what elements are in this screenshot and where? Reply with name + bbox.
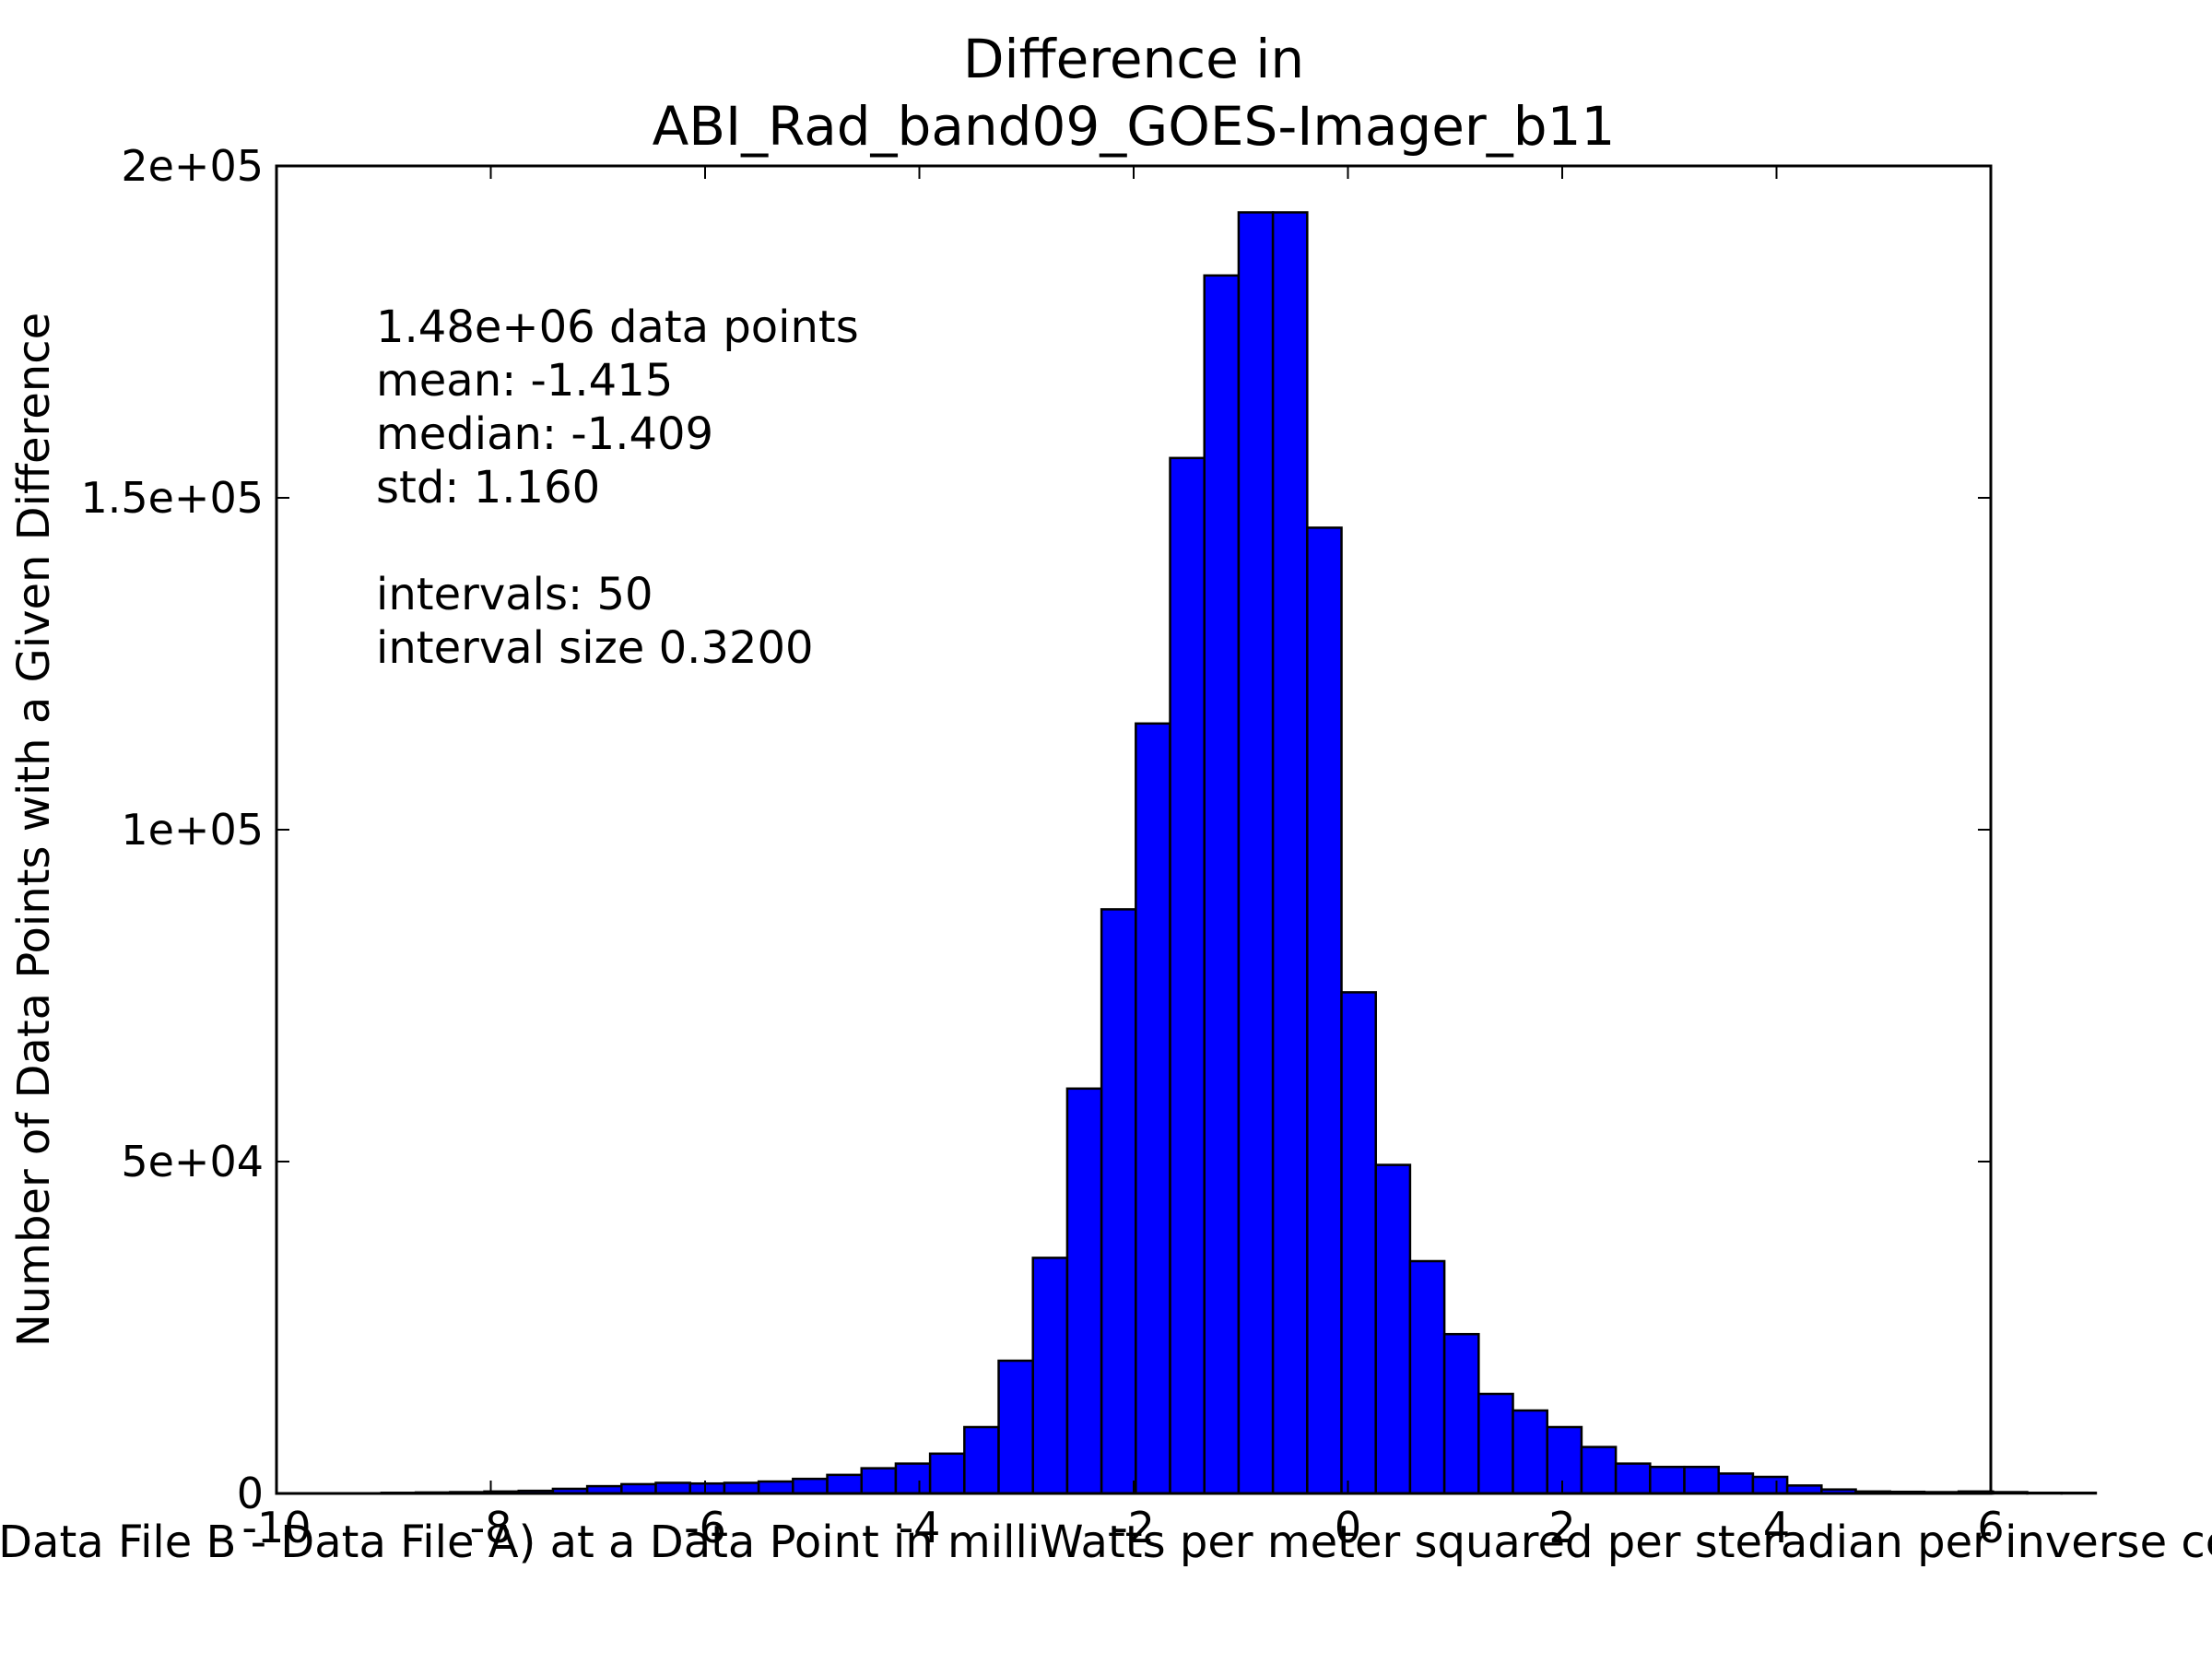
- x-tick-label: -8: [470, 1503, 512, 1552]
- histogram-bar: [860, 1467, 898, 1495]
- x-tick-label: -6: [684, 1503, 726, 1552]
- chart-title-line-2: ABI_Rad_band09_GOES-Imager_b11: [653, 95, 1616, 158]
- histogram-bar: [928, 1452, 966, 1495]
- x-tick-label: -10: [241, 1503, 311, 1552]
- x-tick-label: 6: [1977, 1503, 2004, 1552]
- histogram-bar: [1100, 908, 1137, 1495]
- histogram-bar: [1717, 1472, 1755, 1495]
- histogram-bar: [1408, 1259, 1446, 1495]
- histogram-bar: [1546, 1425, 1583, 1495]
- histogram-bar: [1683, 1465, 1720, 1495]
- histogram-bar: [894, 1462, 932, 1495]
- histogram-bar: [1065, 1087, 1103, 1495]
- histogram-bar: [963, 1425, 1000, 1495]
- y-tick-labels: 0 5e+04 1e+05 1.5e+05 2e+05: [80, 141, 264, 1518]
- plot-area-frame: [275, 164, 1993, 1495]
- histogram-bar: [997, 1359, 1034, 1495]
- stats-annotation-line: median: -1.409: [376, 408, 713, 460]
- histogram-bar: [1169, 456, 1206, 1495]
- stats-annotation-line: std: 1.160: [376, 462, 600, 513]
- histogram-bar: [1477, 1392, 1514, 1495]
- chart-title-line-1: Difference in: [963, 28, 1304, 90]
- y-tick-label: 0: [237, 1469, 264, 1518]
- x-tick-label: 4: [1763, 1503, 1790, 1552]
- x-tick-label: 2: [1548, 1503, 1575, 1552]
- histogram-bar: [1442, 1332, 1480, 1495]
- stats-annotation-line: mean: -1.415: [376, 355, 673, 407]
- histogram-bar: [1580, 1446, 1618, 1495]
- histogram-bar: [1340, 991, 1377, 1495]
- x-axis-label: Value of (Data File B - Data File A) at …: [0, 1516, 2212, 1568]
- histogram-bar: [1203, 274, 1241, 1495]
- stats-annotation-line: interval size 0.3200: [376, 622, 814, 674]
- histogram-bar: [826, 1473, 863, 1495]
- x-tick-label: 0: [1335, 1503, 1361, 1552]
- x-tick-labels: -10 -8 -6 -4 -2 0 2 4 6: [241, 1503, 2004, 1552]
- histogram-bar: [1512, 1409, 1548, 1495]
- histogram-bar: [757, 1480, 794, 1495]
- y-tick-label: 1.5e+05: [80, 473, 264, 523]
- y-tick-label: 5e+04: [121, 1137, 264, 1186]
- histogram-bar: [792, 1477, 829, 1495]
- stats-annotation-line: 1.48e+06 data points: [376, 301, 859, 353]
- histogram-bar: [1751, 1475, 1789, 1495]
- y-tick-label: 1e+05: [121, 805, 264, 855]
- stats-annotation-line: intervals: 50: [376, 569, 653, 620]
- bars-group: [380, 211, 2098, 1495]
- histogram-bar: [654, 1481, 691, 1495]
- x-tick-label: -2: [1112, 1503, 1155, 1552]
- histogram-bar: [1374, 1163, 1412, 1495]
- histogram-bar: [1614, 1462, 1652, 1495]
- histogram-bar: [1649, 1465, 1686, 1495]
- histogram-bar: [620, 1482, 657, 1495]
- histogram-bar: [1271, 211, 1309, 1495]
- y-tick-label: 2e+05: [121, 141, 264, 191]
- x-tick-label: -4: [899, 1503, 941, 1552]
- histogram-bar: [1031, 1257, 1069, 1495]
- histogram-bar: [1237, 211, 1275, 1495]
- histogram-bar: [723, 1481, 760, 1495]
- histogram-bar: [1306, 526, 1343, 1495]
- y-axis-label: Number of Data Points with a Given Diffe…: [8, 313, 60, 1347]
- histogram-bar: [1135, 722, 1171, 1495]
- histogram-bar: [688, 1481, 726, 1495]
